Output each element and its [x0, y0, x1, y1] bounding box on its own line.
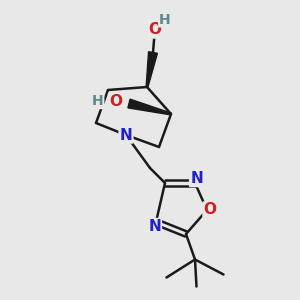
Text: O: O: [203, 202, 217, 217]
Polygon shape: [146, 52, 158, 87]
Text: N: N: [120, 128, 132, 142]
Text: N: N: [148, 219, 161, 234]
Text: O: O: [109, 94, 122, 109]
Text: H: H: [92, 94, 103, 108]
Text: N: N: [190, 171, 203, 186]
Polygon shape: [128, 99, 171, 115]
Text: H: H: [159, 13, 171, 26]
Text: O: O: [148, 22, 161, 38]
